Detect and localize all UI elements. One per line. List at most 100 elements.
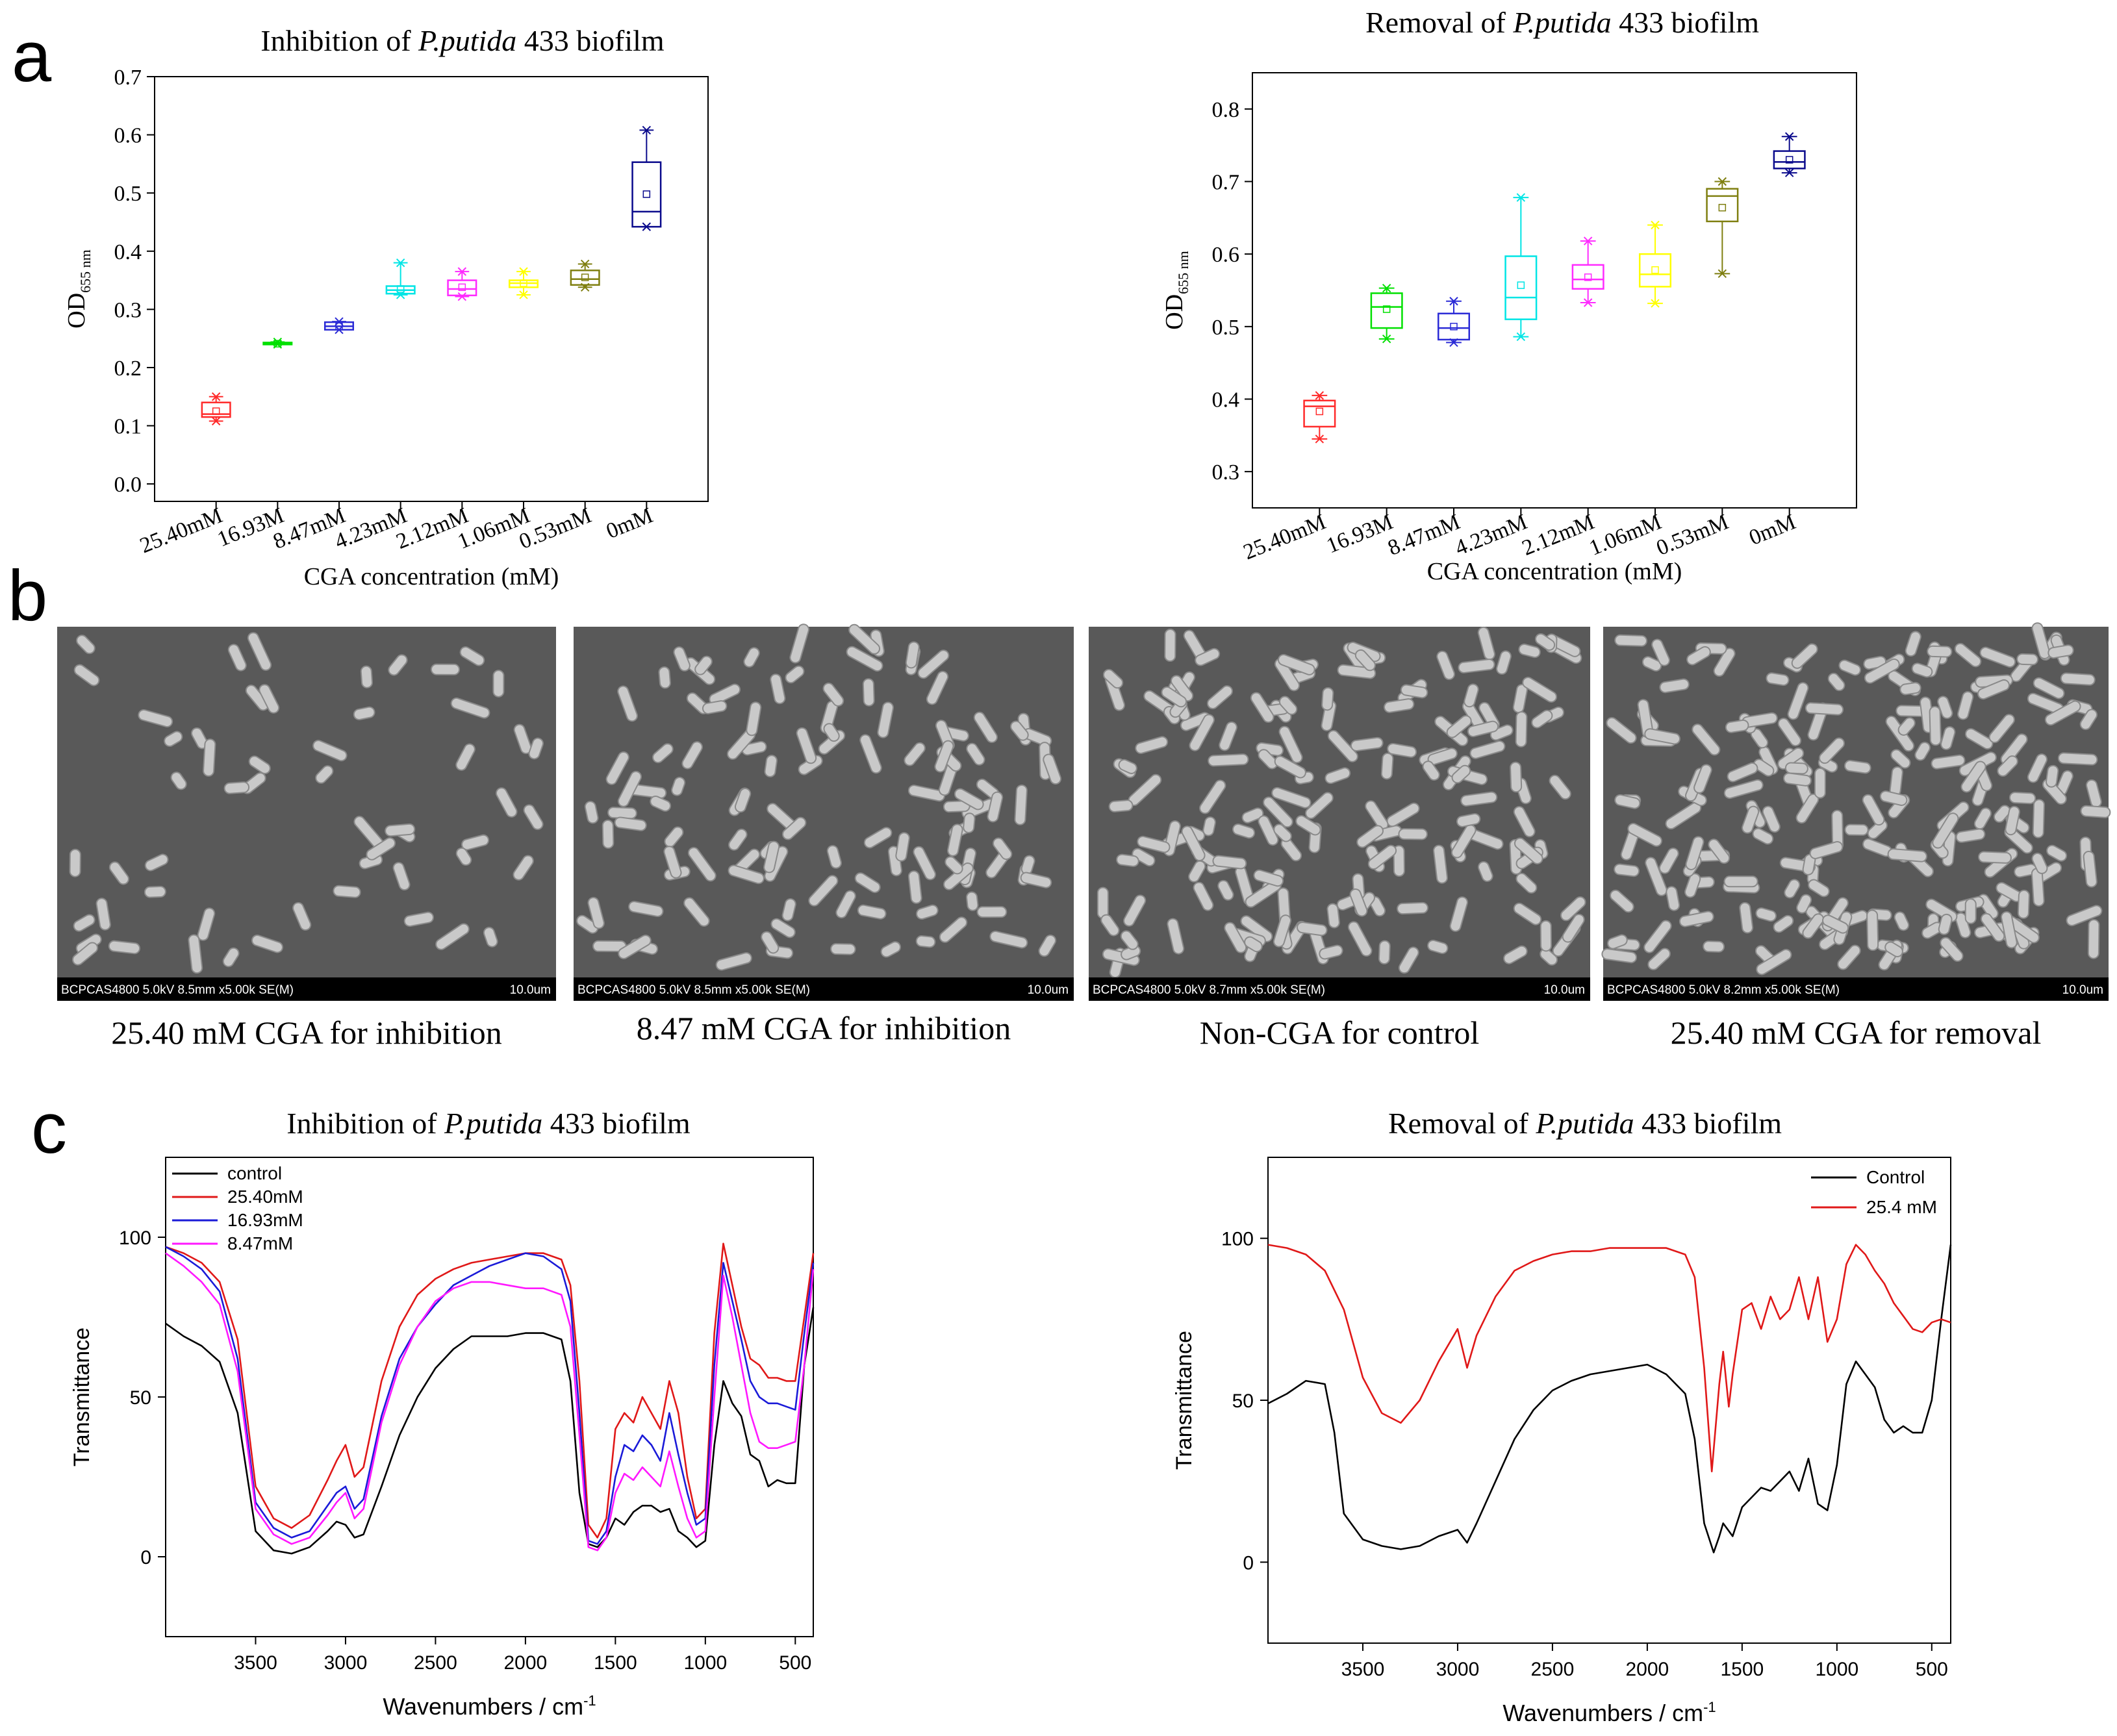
bacterium <box>2027 753 2047 783</box>
bacterium <box>1703 940 1725 953</box>
bacterium <box>1244 936 1263 953</box>
bacterium <box>913 846 936 881</box>
plot-frame <box>154 76 709 502</box>
x-tick-label: 8.47mM <box>1384 510 1464 560</box>
bacterium <box>848 623 881 655</box>
box-2.12mM <box>447 267 477 301</box>
bacterium <box>939 916 968 943</box>
bacterium <box>1274 755 1306 779</box>
bacterium <box>1356 825 1384 848</box>
bacterium <box>1278 654 1315 675</box>
bacterium <box>1181 825 1206 862</box>
box-iqr <box>1437 312 1471 341</box>
box-mean <box>642 190 651 198</box>
bacterium <box>1614 863 1640 877</box>
x-tick-label: 0mM <box>1745 510 1799 550</box>
series-line-8.47mM <box>165 1252 815 1552</box>
bacterium <box>1305 792 1334 820</box>
y-tick-label: 0.7 <box>114 66 142 90</box>
bacterium <box>1020 872 1052 888</box>
bacterium <box>1964 728 1994 750</box>
boxplot-removal: 0.3 0.4 0.5 0.6 0.7 0.8 25.40mM16.93M8.47mM4.2… <box>1161 72 1857 585</box>
bacterium <box>652 743 674 764</box>
x-tick-label: 2500 <box>414 1652 457 1674</box>
y-tick-label: 0.1 <box>114 415 142 439</box>
bacterium <box>455 743 475 771</box>
bacterium <box>1686 646 1711 666</box>
bacterium <box>1549 774 1571 800</box>
bacterium <box>1940 937 1964 962</box>
outlier-mark <box>1449 297 1458 306</box>
bacterium <box>1988 714 2015 744</box>
bacterium <box>1752 827 1774 845</box>
box-iqr <box>1370 292 1403 329</box>
y-tick-label: 50 <box>1232 1390 1254 1412</box>
bacterium <box>617 770 642 807</box>
series-line-25.4mM <box>1267 1244 1951 1472</box>
bacterium <box>673 646 691 672</box>
bacterium <box>1380 752 1394 780</box>
bacterium <box>1993 805 2011 823</box>
bacterium <box>1195 648 1221 666</box>
x-tick-label: 2000 <box>1626 1659 1669 1680</box>
boxplot-inhibition: 0.00.10.20.30.40.50.60.725.40mM16.93M8.4… <box>63 66 709 590</box>
bacterium <box>69 848 81 877</box>
plot-frame <box>1267 1157 1951 1644</box>
bacterium <box>1540 948 1558 966</box>
bacterium <box>1755 907 1777 922</box>
bacterium <box>2046 844 2068 862</box>
bacterium <box>1827 672 1845 692</box>
bacterium <box>1250 692 1274 723</box>
bacterium <box>1957 691 1974 720</box>
x-tick-label: 3500 <box>1341 1659 1385 1680</box>
bacterium <box>895 832 910 862</box>
bacterium <box>1931 754 1966 770</box>
bacterium <box>108 861 129 885</box>
bacterium <box>1321 687 1334 711</box>
sem-caption: 25.40 mM CGA for removal <box>1671 1014 2042 1051</box>
x-tick-label: 16.93M <box>1323 510 1397 558</box>
y-tick-label: 0.6 <box>1212 243 1240 267</box>
bacterium <box>877 701 894 738</box>
bacterium <box>917 649 950 679</box>
y-tick-label: 0 <box>1243 1552 1254 1574</box>
x-tick-label: 500 <box>1916 1659 1948 1680</box>
bacterium <box>388 654 408 676</box>
bacterium <box>1822 914 1849 934</box>
y-tick-label: 0.2 <box>114 357 142 381</box>
bacterium <box>846 646 883 672</box>
x-tick-label: 2.12mM <box>1519 510 1598 560</box>
bacterium <box>1458 659 1495 673</box>
bacterium <box>1038 935 1057 957</box>
bacterium <box>1161 686 1187 708</box>
bacterium <box>1890 749 1911 769</box>
bacterium <box>2060 672 2096 686</box>
box-8.47mM <box>1437 297 1471 347</box>
bacterium <box>1208 753 1249 767</box>
bacterium <box>658 666 671 689</box>
bacterium <box>1515 711 1528 748</box>
box-25.40mM <box>201 392 231 426</box>
bacterium <box>1378 940 1391 965</box>
bacterium <box>1914 742 1931 761</box>
bacterium <box>1326 903 1340 929</box>
bacterium <box>617 685 638 722</box>
bacterium <box>1132 848 1156 867</box>
bacterium <box>715 952 752 971</box>
bacterium <box>1955 828 1986 843</box>
bacterium <box>1911 662 1933 678</box>
bacterium <box>1199 779 1226 814</box>
bacterium <box>880 941 902 958</box>
bacterium <box>1258 815 1279 846</box>
bacterium <box>728 828 748 851</box>
x-tick-label: 2500 <box>1531 1659 1575 1680</box>
sem-info-bar <box>1089 977 1590 1001</box>
bacterium <box>248 755 271 775</box>
title-c-inhibition: Inhibition of P.putida 433 biofilm <box>286 1107 691 1140</box>
bacterium <box>1864 658 1900 684</box>
legend-label: 25.40mM <box>227 1187 303 1207</box>
bacterium <box>1814 768 1826 799</box>
bacterium <box>1977 679 2010 700</box>
bacterium <box>1354 649 1376 672</box>
bacterium <box>170 772 187 790</box>
